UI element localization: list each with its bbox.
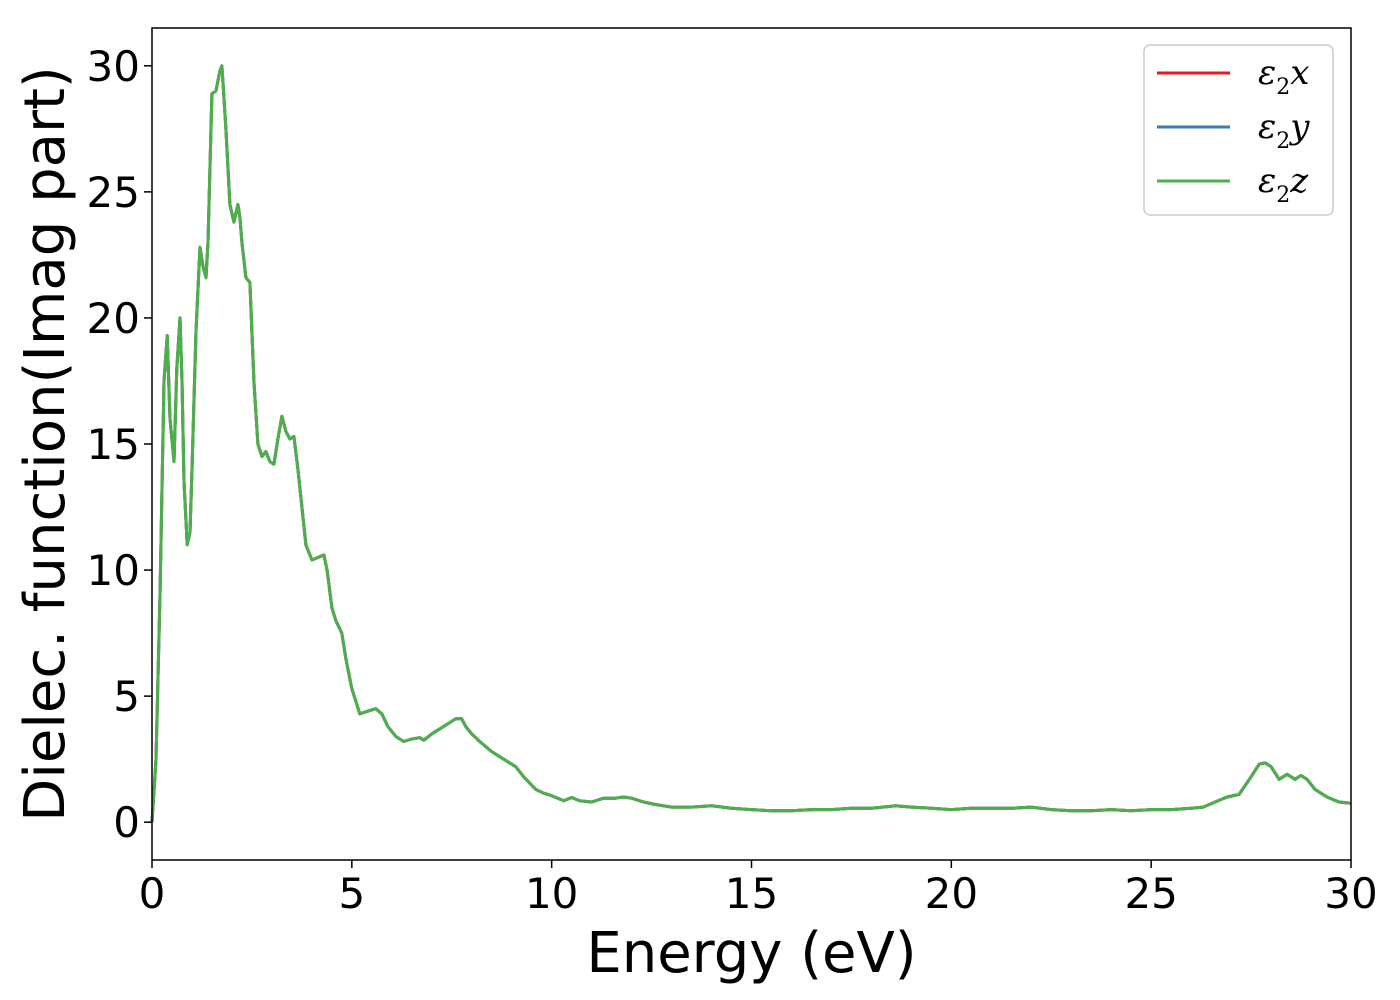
legend-axis: z [1289, 161, 1309, 201]
legend-label-y: ε2y [1258, 107, 1310, 154]
x-tick-label: 15 [725, 869, 778, 918]
legend-box [1143, 44, 1334, 216]
legend-symbol: ε [1258, 53, 1276, 93]
series-line-3 [150, 64, 1352, 823]
y-tick-label: 30 [87, 42, 140, 91]
x-axis-title: Energy (eV) [586, 921, 916, 986]
x-tick-label: 5 [338, 869, 365, 918]
x-tick-label: 30 [1324, 869, 1377, 918]
series-layer [150, 64, 1352, 823]
y-tick-label: 0 [113, 798, 140, 847]
x-tick-label: 25 [1124, 869, 1177, 918]
y-tick-label: 25 [87, 168, 140, 217]
legend-symbol: ε [1258, 107, 1276, 147]
legend-subscript: 2 [1276, 129, 1290, 154]
legend-label-z: ε2z [1258, 161, 1309, 208]
y-tick-label: 20 [87, 294, 140, 343]
legend-symbol: ε [1258, 161, 1276, 201]
legend-subscript: 2 [1276, 75, 1290, 100]
legend-subscript: 2 [1276, 183, 1290, 208]
y-axis-title: Dielec. function(Imag part) [13, 66, 78, 822]
y-axis: 0 5 10 15 20 25 30 [87, 42, 152, 847]
legend-axis: y [1288, 107, 1310, 147]
x-tick-label: 0 [139, 869, 166, 918]
y-tick-label: 5 [113, 672, 140, 721]
x-tick-label: 20 [925, 869, 978, 918]
y-tick-label: 15 [87, 420, 140, 469]
y-tick-label: 10 [87, 546, 140, 595]
legend-axis: x [1290, 53, 1309, 93]
legend-label-x: ε2x [1258, 53, 1309, 100]
x-axis: 0 5 10 15 20 25 30 [139, 860, 1378, 918]
x-tick-label: 10 [525, 869, 578, 918]
